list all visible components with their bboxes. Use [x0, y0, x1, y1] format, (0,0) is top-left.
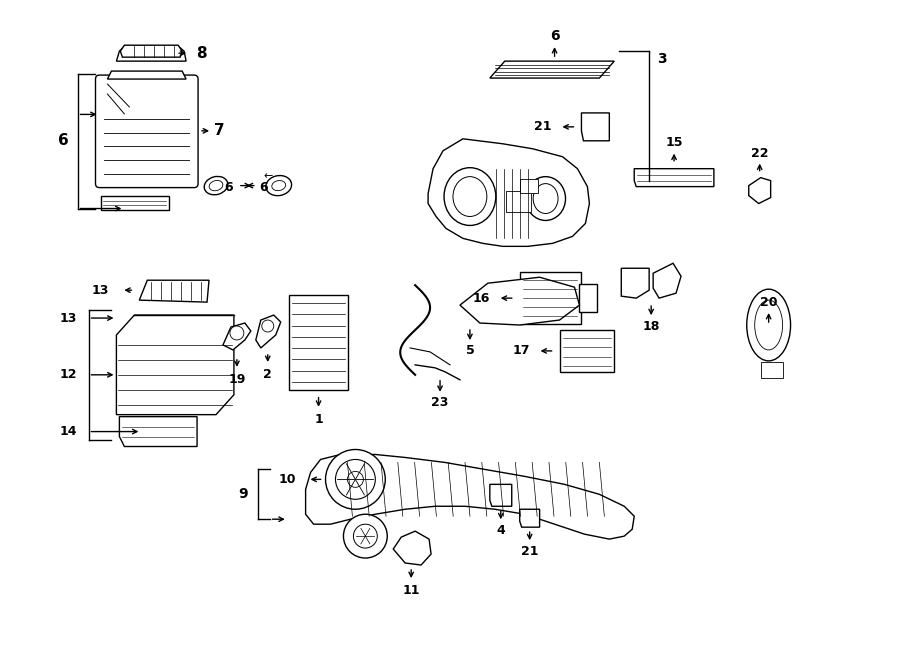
Text: 11: 11 [402, 584, 420, 598]
Text: 6: 6 [58, 134, 69, 148]
Circle shape [326, 449, 385, 509]
Text: 3: 3 [657, 52, 667, 66]
Text: 6: 6 [225, 181, 233, 194]
Ellipse shape [204, 176, 228, 195]
Circle shape [262, 320, 274, 332]
Text: 21: 21 [534, 120, 552, 134]
Polygon shape [749, 178, 770, 204]
Text: 7: 7 [213, 124, 224, 138]
Bar [519, 178, 537, 192]
Text: 15: 15 [665, 136, 683, 149]
Polygon shape [393, 531, 431, 565]
Circle shape [336, 459, 375, 499]
Polygon shape [120, 416, 197, 447]
Polygon shape [634, 169, 714, 186]
Text: 23: 23 [431, 396, 449, 409]
Polygon shape [116, 46, 186, 61]
Ellipse shape [209, 180, 223, 191]
Ellipse shape [444, 168, 496, 225]
Ellipse shape [266, 176, 292, 196]
Bar [289, 295, 348, 390]
Polygon shape [490, 485, 512, 506]
Polygon shape [256, 315, 281, 348]
Text: 17: 17 [512, 344, 530, 358]
Polygon shape [121, 45, 182, 57]
Bar [102, 196, 169, 210]
Text: 13: 13 [92, 284, 110, 297]
Bar [760, 362, 783, 378]
Ellipse shape [747, 289, 790, 361]
Text: 21: 21 [521, 545, 538, 558]
Text: 8: 8 [195, 46, 206, 61]
Text: 12: 12 [59, 368, 76, 381]
Polygon shape [306, 455, 634, 539]
Polygon shape [460, 277, 580, 325]
Ellipse shape [272, 180, 285, 190]
Polygon shape [140, 280, 209, 302]
Text: 22: 22 [751, 147, 769, 160]
Text: 14: 14 [59, 425, 76, 438]
Text: 10: 10 [278, 473, 296, 486]
Polygon shape [653, 263, 681, 298]
Polygon shape [223, 323, 251, 350]
Text: 4: 4 [497, 524, 505, 537]
Text: 13: 13 [59, 311, 76, 325]
Circle shape [347, 471, 364, 487]
Circle shape [354, 524, 377, 548]
Text: 18: 18 [643, 319, 660, 332]
Polygon shape [107, 71, 186, 79]
Text: 16: 16 [472, 292, 490, 305]
Circle shape [344, 514, 387, 558]
Polygon shape [621, 268, 649, 298]
Ellipse shape [533, 184, 558, 214]
Polygon shape [490, 61, 615, 78]
Text: 20: 20 [760, 295, 778, 309]
Text: ←: ← [263, 171, 273, 180]
Text: 19: 19 [229, 373, 246, 386]
Bar [580, 284, 598, 312]
Circle shape [230, 326, 244, 340]
Text: 9: 9 [238, 487, 248, 501]
Ellipse shape [453, 176, 487, 217]
Polygon shape [581, 113, 609, 141]
Text: 6: 6 [550, 29, 560, 43]
Bar [506, 190, 531, 212]
FancyBboxPatch shape [95, 75, 198, 188]
Polygon shape [116, 315, 234, 414]
Polygon shape [519, 509, 540, 527]
Bar [519, 272, 581, 324]
Polygon shape [428, 139, 590, 247]
Text: 1: 1 [314, 413, 323, 426]
Ellipse shape [526, 176, 565, 221]
Text: 6: 6 [259, 181, 268, 194]
Text: 2: 2 [264, 368, 272, 381]
Bar [560, 330, 615, 372]
Text: 5: 5 [465, 344, 474, 358]
Ellipse shape [755, 300, 783, 350]
